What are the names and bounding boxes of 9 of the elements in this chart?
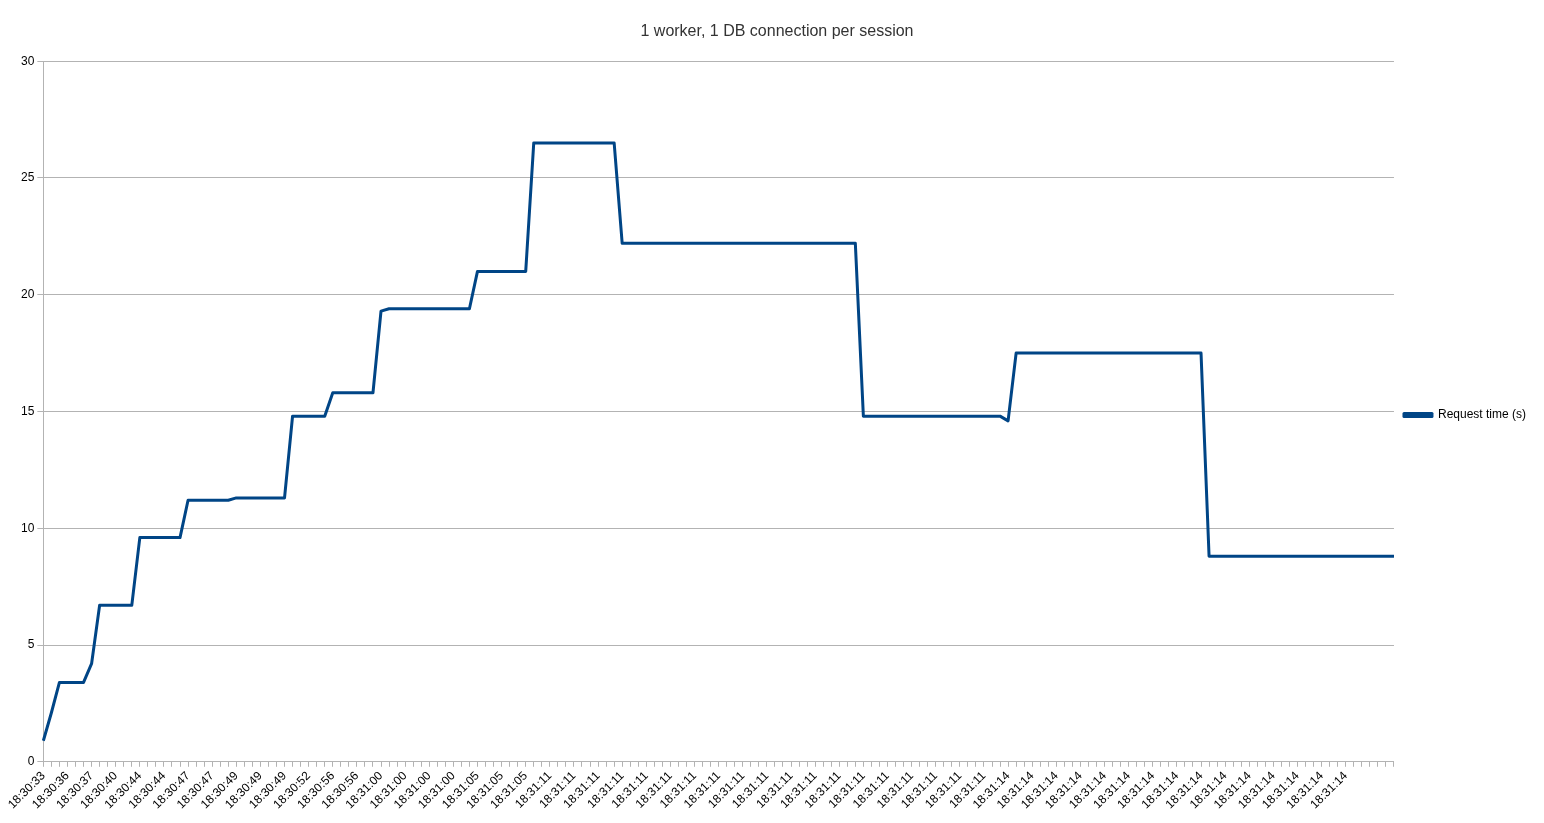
y-tick-label: 25 [20, 170, 35, 185]
y-tick-label: 5 [27, 637, 35, 652]
chart-title: 1 worker, 1 DB connection per session [640, 22, 914, 40]
y-tick-label: 30 [20, 53, 35, 68]
y-tick-label: 10 [20, 520, 35, 535]
y-tick-label: 0 [27, 754, 35, 769]
legend-label: Request time (s) [1437, 407, 1527, 422]
y-tick-label: 15 [20, 403, 35, 418]
y-tick-label: 20 [20, 287, 35, 302]
